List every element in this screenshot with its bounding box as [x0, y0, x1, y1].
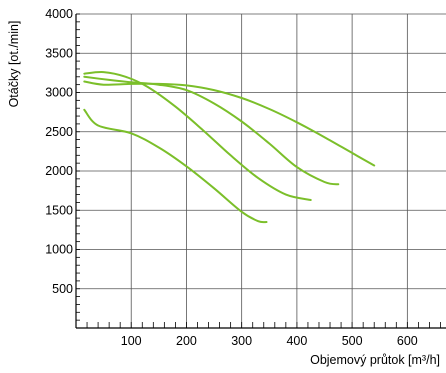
x-tick-labels: 100 200 300 400 500 600: [121, 334, 418, 348]
x-tick-label: 100: [121, 334, 142, 348]
x-tick-label: 400: [286, 334, 307, 348]
y-tick-label: 500: [52, 282, 73, 296]
y-tick-labels: 500 1000 1500 2000 2500 3000 3500 4000: [45, 7, 73, 296]
series-line-2: [83, 75, 340, 186]
y-tick-label: 4000: [45, 7, 73, 21]
y-tick-label: 2500: [45, 125, 73, 139]
x-tick-label: 300: [231, 334, 252, 348]
series-curves: [83, 71, 376, 224]
x-tick-label: 200: [176, 334, 197, 348]
y-tick-label: 3000: [45, 86, 73, 100]
y-tick-label: 1000: [45, 243, 73, 257]
series-line-3: [83, 71, 312, 201]
y-tick-label: 1500: [45, 203, 73, 217]
series-line-4: [83, 108, 268, 224]
axes: [75, 14, 446, 329]
series-line-1: [83, 80, 376, 167]
minor-ticks: [76, 13, 441, 328]
y-tick-label: 2000: [45, 164, 73, 178]
x-tick-label: 500: [342, 334, 363, 348]
y-tick-label: 3500: [45, 46, 73, 60]
x-tick-label: 600: [397, 334, 418, 348]
grid: [76, 13, 446, 328]
y-axis-title: Otáčky [ot./min]: [7, 21, 21, 108]
x-axis-title: Objemový průtok [m³/h]: [310, 353, 440, 367]
